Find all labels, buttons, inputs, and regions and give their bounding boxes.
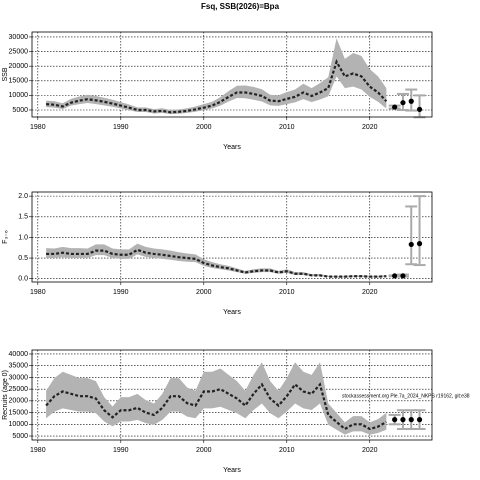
x-tick-label: 2020 <box>362 289 378 296</box>
x-tick-label: 1990 <box>113 447 129 454</box>
projection-point <box>416 417 423 423</box>
plot-frame <box>31 349 433 441</box>
x-tick-label: 2010 <box>279 124 295 131</box>
projection-point <box>408 98 414 104</box>
y-tick-label: 0.0 <box>18 276 28 283</box>
estimate-line <box>45 382 387 431</box>
y-tick-label: 15000 <box>9 78 29 85</box>
projection-point <box>416 106 423 113</box>
y-tick-label: 30000 <box>9 34 29 41</box>
x-tick-label: 1980 <box>30 124 46 131</box>
x-axis-title: Years <box>223 467 241 474</box>
projection-point <box>416 241 423 247</box>
y-tick-label: 40000 <box>9 351 29 358</box>
y-tick-label: 5000 <box>12 107 28 114</box>
projection-point <box>392 417 398 423</box>
confidence-band <box>46 362 387 435</box>
x-tick-label: 2020 <box>362 124 378 131</box>
y-tick-label: 0.5 <box>18 255 28 262</box>
plot-frame <box>31 31 433 118</box>
projection-point <box>392 273 398 279</box>
x-tick-label: 2020 <box>362 447 378 454</box>
projection-point <box>400 417 406 423</box>
confidence-band <box>46 38 387 115</box>
y-axis-title: Recruits (age 0) <box>2 370 9 420</box>
estimate-line <box>46 248 387 278</box>
y-tick-label: 1.0 <box>18 234 28 241</box>
y-tick-label: 25000 <box>9 386 29 393</box>
y-tick-label: 10000 <box>9 421 29 428</box>
y-tick-label: 20000 <box>9 63 29 70</box>
x-tick-label: 2000 <box>196 289 212 296</box>
y-tick-label: 30000 <box>9 374 29 381</box>
x-tick-label: 2000 <box>196 447 212 454</box>
x-tick-label: 1980 <box>30 447 46 454</box>
y-axis-title: F₃₋₆ <box>2 230 9 244</box>
x-axis-title: Years <box>223 309 241 316</box>
x-tick-label: 1990 <box>113 289 129 296</box>
y-axis-title: SSB <box>2 67 9 81</box>
plot-frame <box>31 191 433 283</box>
annotation: stockassessment.org Ple.7a_2024_NKPS r19… <box>342 394 470 400</box>
y-tick-label: 5000 <box>12 433 28 440</box>
projection-point <box>392 104 398 110</box>
projection-point <box>400 273 406 279</box>
x-tick-label: 2010 <box>279 447 295 454</box>
projection-point <box>408 417 414 423</box>
y-tick-label: 35000 <box>9 363 29 370</box>
confidence-band <box>46 243 387 278</box>
y-tick-label: 1.5 <box>18 214 28 221</box>
x-tick-label: 2010 <box>279 289 295 296</box>
x-axis-title: Years <box>223 144 241 151</box>
chart-title: Fsq, SSB(2026)=Bpa <box>201 2 280 11</box>
projection-point <box>408 241 414 248</box>
y-tick-label: 15000 <box>9 409 29 416</box>
x-tick-label: 2000 <box>196 124 212 131</box>
y-tick-label: 10000 <box>9 92 29 99</box>
projection-point <box>400 100 406 106</box>
y-tick-label: 25000 <box>9 48 29 55</box>
x-tick-label: 1990 <box>113 124 129 131</box>
x-tick-label: 1980 <box>30 289 46 296</box>
y-tick-label: 2.0 <box>18 193 28 200</box>
y-tick-label: 20000 <box>9 398 29 405</box>
